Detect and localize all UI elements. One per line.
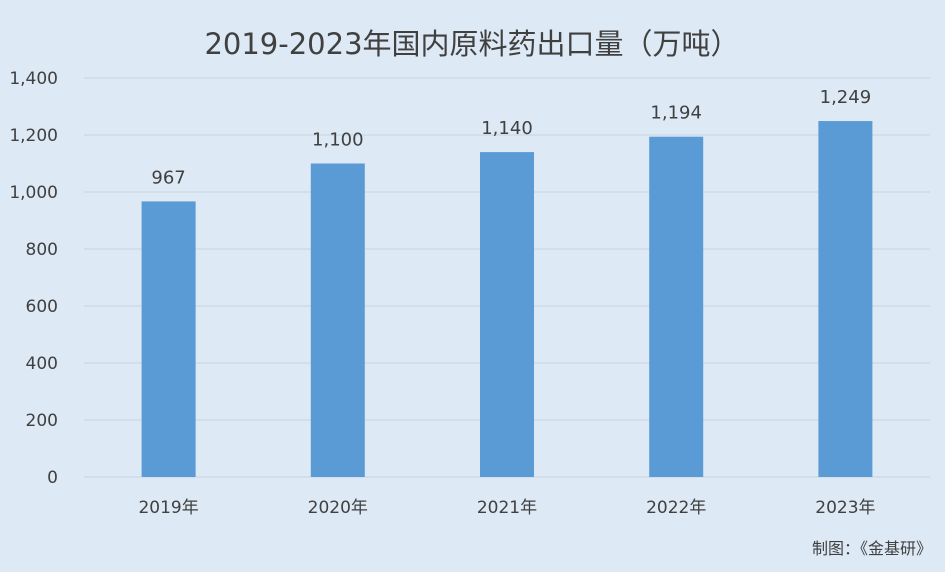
x-tick-label: 2023年 — [815, 498, 875, 518]
data-label: 1,194 — [650, 103, 702, 124]
x-axis-ticks: 2019年 2020年 2021年 2022年 2023年 — [138, 498, 875, 518]
data-labels: 967 1,100 1,140 1,194 1,249 — [151, 87, 871, 188]
bar-2023年 — [818, 121, 873, 477]
chart-title: 2019-2023年国内原料药出口量（万吨） — [204, 27, 739, 61]
source-note: 制图：《金基研》 — [812, 539, 932, 558]
x-tick-label: 2019年 — [138, 498, 198, 518]
y-tick-label: 1,000 — [9, 183, 58, 203]
y-axis-ticks: 0 200 400 600 800 1,000 1,200 1,400 — [9, 69, 58, 488]
bar-2019年 — [141, 201, 196, 477]
x-tick-label: 2021年 — [477, 498, 537, 518]
bars — [141, 121, 873, 477]
data-label: 1,140 — [481, 118, 533, 139]
y-tick-label: 400 — [26, 354, 58, 374]
bar-2022年 — [649, 136, 704, 477]
bar-2020年 — [310, 163, 365, 477]
y-tick-label: 200 — [26, 411, 58, 431]
y-tick-label: 600 — [26, 297, 58, 317]
y-tick-label: 1,200 — [9, 126, 58, 146]
x-tick-label: 2020年 — [308, 498, 368, 518]
data-label: 1,100 — [312, 130, 364, 151]
bar-2021年 — [480, 152, 534, 477]
data-label: 967 — [151, 167, 185, 188]
x-tick-label: 2022年 — [646, 498, 706, 518]
y-tick-label: 800 — [26, 240, 58, 260]
y-tick-label: 0 — [47, 468, 58, 488]
y-tick-label: 1,400 — [9, 69, 58, 89]
data-label: 1,249 — [820, 87, 872, 108]
